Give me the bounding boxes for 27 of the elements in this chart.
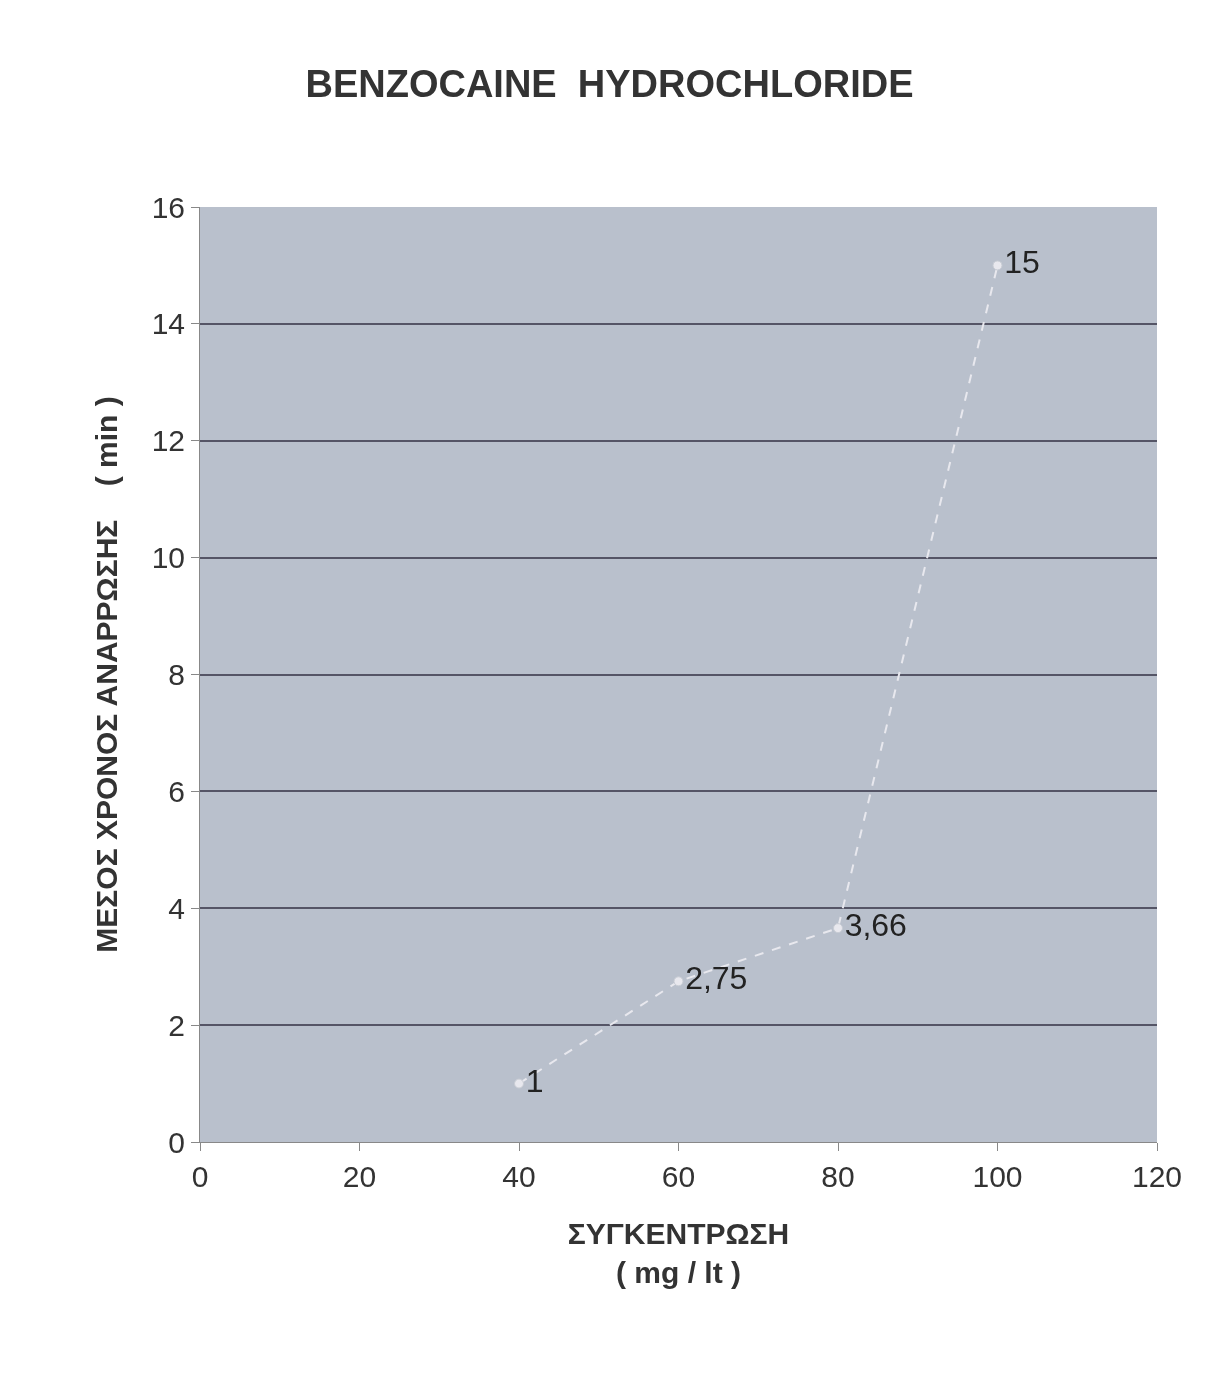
data-label: 15 — [1004, 244, 1040, 281]
point — [992, 260, 1003, 271]
point — [514, 1078, 524, 1089]
y-tick-label: 14 — [151, 307, 185, 341]
data-label: 1 — [525, 1062, 544, 1099]
y-tick-label: 4 — [168, 891, 185, 925]
point — [673, 976, 684, 987]
x-tick-label: 60 — [661, 1160, 696, 1193]
x-tick-label: 100 — [972, 1160, 1023, 1193]
x-tick-label: 120 — [1131, 1160, 1183, 1193]
y-tick-label: 2 — [168, 1008, 185, 1042]
data-label: 3,66 — [844, 907, 907, 944]
x-tick-label: 80 — [821, 1160, 855, 1193]
x-tick-label: 20 — [342, 1160, 377, 1193]
chart-title: BENZOCAINE HYDROCHLORIDE — [305, 62, 914, 105]
y-tick-label: 8 — [168, 658, 185, 691]
x-tick-label: 40 — [502, 1160, 536, 1193]
point — [833, 923, 843, 934]
y-tick-label: 12 — [151, 424, 185, 458]
y-tick-label: 16 — [151, 190, 185, 224]
y-axis-title: ΜΕΣΟΣ ΧΡΟΝΟΣ ΑΝΑΡΡΩΣΗΣ ( min ) — [89, 396, 123, 953]
x-tick-label: 0 — [191, 1160, 209, 1193]
y-tick-label: 0 — [168, 1125, 185, 1159]
y-tick-label: 6 — [168, 774, 185, 808]
data-label: 2,75 — [685, 960, 748, 997]
y-tick-label: 10 — [151, 541, 185, 575]
x-axis-title: ΣΥΓΚΕΝΤΡΩΣΗ ( mg / lt ) — [567, 1216, 790, 1289]
